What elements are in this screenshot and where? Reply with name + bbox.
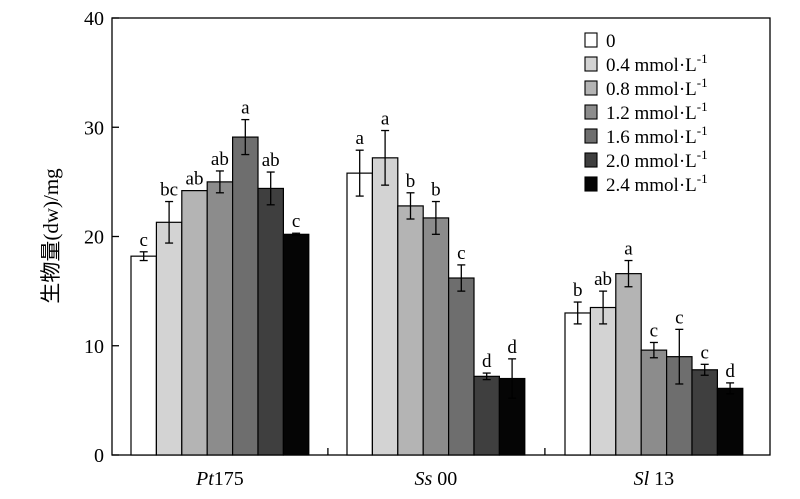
legend-unit-exponent: -1	[697, 51, 708, 66]
y-axis-label: 生物量(dw)/mg	[39, 168, 63, 304]
significance-label: ab	[186, 169, 204, 190]
category-label: Sl 13	[634, 468, 675, 490]
legend-swatch	[584, 56, 598, 72]
legend-value: 0	[606, 31, 616, 52]
significance-label: ab	[594, 269, 612, 290]
legend-label: 0.4 mmol·L-1	[606, 51, 708, 76]
legend-label: 1.2 mmol·L-1	[606, 99, 708, 124]
y-tick-label: 20	[84, 227, 104, 249]
legend-unit-exponent: -1	[697, 147, 708, 162]
legend-label: 1.6 mmol·L-1	[606, 123, 708, 148]
category-label: Pt175	[195, 468, 244, 490]
bar	[448, 277, 475, 456]
significance-label: d	[725, 361, 735, 382]
significance-label: c	[700, 342, 708, 363]
bar	[640, 349, 668, 456]
legend-value: 2.4 mmol·L	[606, 175, 697, 196]
significance-label: a	[241, 98, 250, 119]
category-label-number: 13	[649, 468, 674, 490]
bar	[473, 375, 500, 456]
significance-label: b	[573, 280, 583, 301]
bar	[346, 172, 373, 456]
significance-label: c	[650, 320, 658, 341]
significance-label: d	[482, 351, 492, 372]
bar	[716, 387, 744, 456]
legend-swatch	[584, 152, 598, 168]
bar	[130, 255, 157, 456]
category-label-number: 175	[214, 468, 244, 490]
bar	[564, 312, 591, 456]
significance-label: c	[675, 307, 683, 328]
bar	[589, 306, 617, 456]
legend-swatch	[584, 128, 598, 144]
bar	[232, 136, 259, 456]
significance-label: ab	[262, 150, 280, 171]
legend-value: 0.4 mmol·L	[606, 55, 697, 76]
category-label-italic: Pt	[195, 468, 214, 490]
significance-label: d	[507, 337, 517, 358]
legend-swatch	[584, 32, 598, 48]
bar	[206, 181, 234, 456]
significance-label: b	[431, 180, 441, 201]
legend-unit-exponent: -1	[697, 171, 708, 186]
y-tick-label: 40	[84, 8, 104, 30]
bar	[422, 217, 450, 456]
legend-unit-exponent: -1	[697, 75, 708, 90]
legend-label: 2.4 mmol·L-1	[606, 171, 708, 196]
significance-label: ab	[211, 149, 229, 170]
legend-value: 1.2 mmol·L	[606, 103, 697, 124]
category-label-italic: Sl	[634, 468, 650, 490]
significance-label: a	[381, 109, 390, 130]
legend-value: 1.6 mmol·L	[606, 127, 697, 148]
bar	[181, 190, 208, 456]
category-label: Ss 00	[415, 468, 458, 490]
bar	[691, 369, 718, 456]
legend-unit-exponent: -1	[697, 123, 708, 138]
bar	[257, 187, 284, 456]
y-tick-label: 30	[84, 117, 104, 139]
significance-label: b	[406, 171, 416, 192]
legend-swatch	[584, 104, 598, 120]
significance-label: c	[139, 230, 147, 251]
legend-swatch	[584, 176, 598, 192]
category-label-italic: Ss	[415, 468, 433, 490]
category-label-number: 00	[432, 468, 457, 490]
legend-label: 0.8 mmol·L-1	[606, 75, 708, 100]
legend-label: 2.0 mmol·L-1	[606, 147, 708, 172]
legend-value: 0.8 mmol·L	[606, 79, 697, 100]
legend-unit-exponent: -1	[697, 99, 708, 114]
bar	[371, 157, 399, 456]
legend-value: 2.0 mmol·L	[606, 151, 697, 172]
significance-label: a	[355, 128, 364, 149]
legend: 00.4 mmol·L-10.8 mmol·L-11.2 mmol·L-11.6…	[584, 31, 708, 196]
significance-label: c	[457, 243, 465, 264]
bar	[282, 233, 310, 456]
y-tick-label: 0	[94, 445, 104, 467]
significance-label: c	[292, 211, 300, 232]
bar	[155, 221, 183, 456]
bar	[615, 273, 642, 456]
significance-label: a	[624, 239, 633, 260]
legend-label: 0	[606, 31, 616, 52]
bar	[397, 205, 424, 456]
legend-swatch	[584, 80, 598, 96]
y-tick-label: 10	[84, 336, 104, 358]
significance-label: bc	[160, 180, 178, 201]
